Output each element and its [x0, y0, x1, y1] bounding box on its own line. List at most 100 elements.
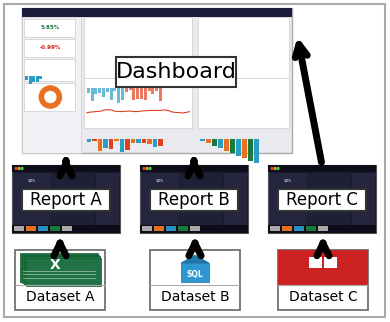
Text: Dataset C: Dataset C	[289, 290, 357, 304]
Bar	[200, 138, 205, 140]
Bar	[62, 226, 72, 231]
Bar	[183, 269, 207, 280]
Text: Dataset A: Dataset A	[26, 290, 94, 304]
FancyBboxPatch shape	[22, 189, 110, 211]
Bar	[38, 226, 48, 231]
Bar	[110, 88, 113, 100]
Bar	[22, 8, 292, 153]
Bar	[140, 88, 143, 99]
Bar	[25, 76, 28, 80]
Bar	[306, 226, 316, 231]
Bar	[197, 78, 289, 128]
Bar	[94, 88, 98, 94]
Circle shape	[143, 167, 145, 169]
Bar	[268, 225, 376, 233]
Bar	[158, 138, 163, 146]
Bar	[242, 138, 247, 158]
Bar	[131, 138, 135, 143]
Bar	[92, 138, 97, 141]
Text: -0.99%: -0.99%	[40, 44, 61, 50]
Bar	[224, 138, 229, 150]
Bar	[39, 76, 42, 79]
Bar	[309, 257, 322, 268]
Bar	[150, 250, 240, 310]
Text: $25: $25	[284, 178, 291, 182]
Bar	[106, 88, 109, 91]
Bar	[308, 173, 350, 225]
Bar	[28, 76, 32, 84]
Text: Dashboard: Dashboard	[115, 62, 236, 82]
Bar	[224, 173, 247, 225]
Bar	[52, 173, 94, 225]
Bar	[125, 138, 130, 150]
Bar	[121, 88, 124, 100]
Bar	[178, 226, 188, 231]
Bar	[129, 88, 131, 90]
Circle shape	[274, 167, 276, 169]
Text: Report C: Report C	[286, 191, 358, 209]
Bar	[278, 250, 368, 310]
Bar	[142, 138, 146, 143]
Bar	[14, 226, 24, 231]
Bar	[212, 138, 217, 146]
Bar	[151, 88, 154, 94]
Bar	[22, 254, 99, 283]
Bar	[24, 19, 75, 37]
Bar	[154, 226, 164, 231]
Bar	[147, 138, 152, 144]
Bar	[190, 226, 200, 231]
Bar	[230, 138, 235, 153]
Bar	[24, 39, 75, 57]
Polygon shape	[181, 255, 209, 263]
Bar	[125, 88, 128, 92]
Bar	[254, 138, 259, 163]
Bar	[144, 88, 147, 100]
Bar	[22, 8, 292, 17]
Bar	[117, 88, 120, 103]
Bar	[87, 88, 90, 93]
Circle shape	[146, 167, 148, 169]
Bar	[12, 165, 120, 233]
Bar	[24, 256, 100, 285]
FancyBboxPatch shape	[116, 57, 236, 87]
Bar	[24, 59, 75, 81]
Bar	[103, 138, 108, 148]
Bar	[166, 226, 176, 231]
Bar	[102, 88, 105, 97]
Bar	[268, 165, 376, 233]
Circle shape	[271, 167, 273, 169]
Bar	[84, 78, 192, 128]
Bar	[159, 88, 162, 101]
Text: 5.85%: 5.85%	[41, 24, 60, 30]
Bar	[278, 250, 368, 285]
Bar	[136, 88, 139, 99]
Bar	[98, 88, 101, 93]
Bar	[50, 226, 60, 231]
Bar	[90, 88, 94, 100]
Bar	[155, 88, 158, 91]
Bar	[96, 173, 119, 225]
Bar	[114, 138, 119, 141]
Bar	[269, 173, 307, 225]
Bar	[141, 173, 179, 225]
Bar	[87, 138, 91, 142]
Bar	[120, 138, 124, 152]
Bar	[236, 138, 241, 156]
Bar	[140, 165, 248, 172]
Bar	[13, 173, 51, 225]
Bar	[324, 257, 337, 268]
Bar	[22, 17, 82, 153]
Bar	[140, 225, 248, 233]
Bar	[282, 226, 292, 231]
Bar	[352, 173, 375, 225]
Bar	[147, 88, 151, 91]
Text: SQL: SQL	[187, 270, 203, 279]
Circle shape	[277, 167, 279, 169]
Bar	[248, 138, 253, 160]
Bar	[113, 88, 116, 91]
Bar	[294, 226, 304, 231]
Bar	[153, 138, 157, 147]
Bar	[12, 165, 120, 172]
Bar	[35, 76, 39, 81]
Text: $25: $25	[156, 178, 163, 182]
